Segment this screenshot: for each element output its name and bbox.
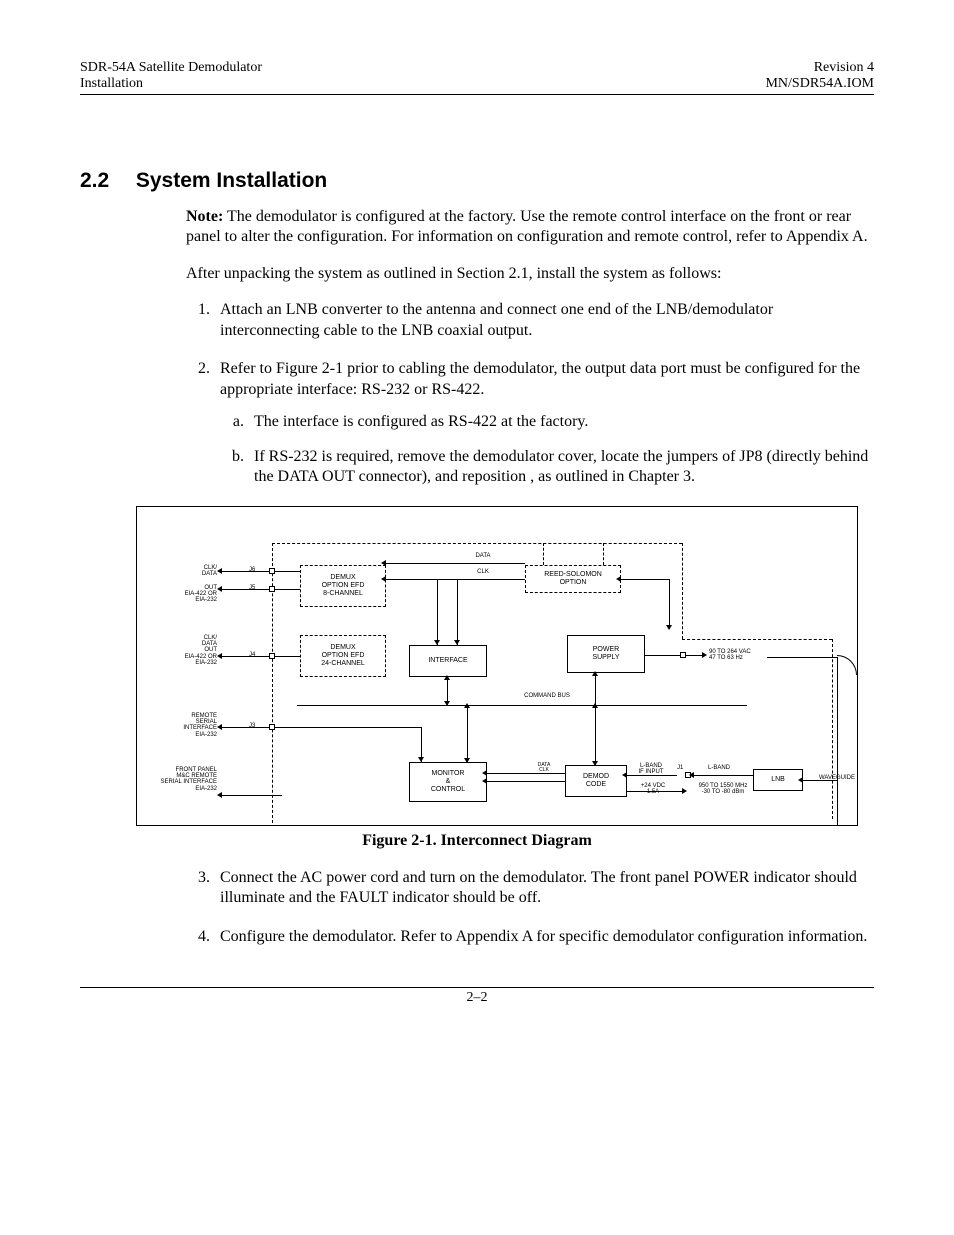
lbl-command-bus: COMMAND BUS [507,693,587,699]
lbl-remote-serial: REMOTESERIALINTERFACEEIA-232 [167,713,217,738]
note-text: The demodulator is configured at the fac… [186,208,868,245]
interconnect-diagram: DEMUX OPTION EFD 8-CHANNEL DEMUX OPTION … [136,506,858,826]
lbl-power-in: 90 TO 264 VAC47 TO 63 Hz [709,649,769,662]
lbl-freq-range: 950 TO 1550 MHz-30 TO -80 dBm [693,783,753,796]
page-header: SDR-54A Satellite Demodulator Revision 4… [80,60,874,92]
section-heading: 2.2 System Installation [80,169,874,193]
intro-paragraph: After unpacking the system as outlined i… [186,264,874,284]
lbl-lband-if: L-BANDIF INPUT [631,763,671,776]
header-left-line1: SDR-54A Satellite Demodulator [80,60,262,76]
lbl-data-clk-small: DATACLK [529,763,559,774]
box-demux-24: DEMUX OPTION EFD 24-CHANNEL [300,635,386,677]
box-demux-8: DEMUX OPTION EFD 8-CHANNEL [300,565,386,607]
step-4: Configure the demodulator. Refer to Appe… [214,927,874,947]
lbl-clk: CLK [463,569,503,575]
box-monitor-control: MONITOR & CONTROL [409,762,487,802]
box-interface: INTERFACE [409,645,487,677]
header-rule [80,94,874,95]
step-2: Refer to Figure 2-1 prior to cabling the… [214,359,874,487]
footer-rule [80,987,874,988]
lbl-out-eia-1: OUTEIA-422 OREIA-232 [167,585,217,604]
header-right-line2: MN/SDR54A.IOM [765,76,874,92]
step-2-text: Refer to Figure 2-1 prior to cabling the… [220,360,860,397]
step-2-sublist: The interface is configured as RS-422 at… [248,412,874,487]
lbl-clkdata-2: CLK/DATAOUTEIA-422 OREIA-232 [167,635,217,666]
page: SDR-54A Satellite Demodulator Revision 4… [0,0,954,1046]
lbl-data: DATA [463,553,503,559]
step-1: Attach an LNB converter to the antenna a… [214,300,874,341]
box-lnb: LNB [753,769,803,791]
header-right-line1: Revision 4 [814,60,874,76]
steps-list: Attach an LNB converter to the antenna a… [214,300,874,487]
box-demod-code: DEMOD CODE [565,765,627,797]
section-number: 2.2 [80,169,130,193]
note-label: Note: [186,208,223,225]
lbl-front-panel: FRONT PANELM&C REMOTESERIAL INTERFACEEIA… [155,767,217,792]
body: Note: The demodulator is configured at t… [186,207,874,488]
body-after-figure: Connect the AC power cord and turn on th… [186,868,874,947]
lbl-lband: L-BAND [699,765,739,771]
figure-caption: Figure 2-1. Interconnect Diagram [80,832,874,850]
box-reed-solomon: REED-SOLOMON OPTION [525,565,621,593]
step-2b: If RS-232 is required, remove the demodu… [248,447,874,488]
header-left-line2: Installation [80,76,143,92]
spacer [80,113,874,169]
lbl-j1: J1 [677,765,683,771]
step-2a: The interface is configured as RS-422 at… [248,412,874,432]
steps-list-cont: Connect the AC power cord and turn on th… [214,868,874,947]
note-paragraph: Note: The demodulator is configured at t… [186,207,874,248]
page-number: 2–2 [80,990,874,1006]
lbl-24vdc: +24 VDC1.5A [631,783,675,796]
step-3: Connect the AC power cord and turn on th… [214,868,874,909]
box-power-supply: POWER SUPPLY [567,635,645,673]
lbl-clkdata-1: CLK/DATA [177,565,217,578]
section-title-text: System Installation [136,169,327,192]
